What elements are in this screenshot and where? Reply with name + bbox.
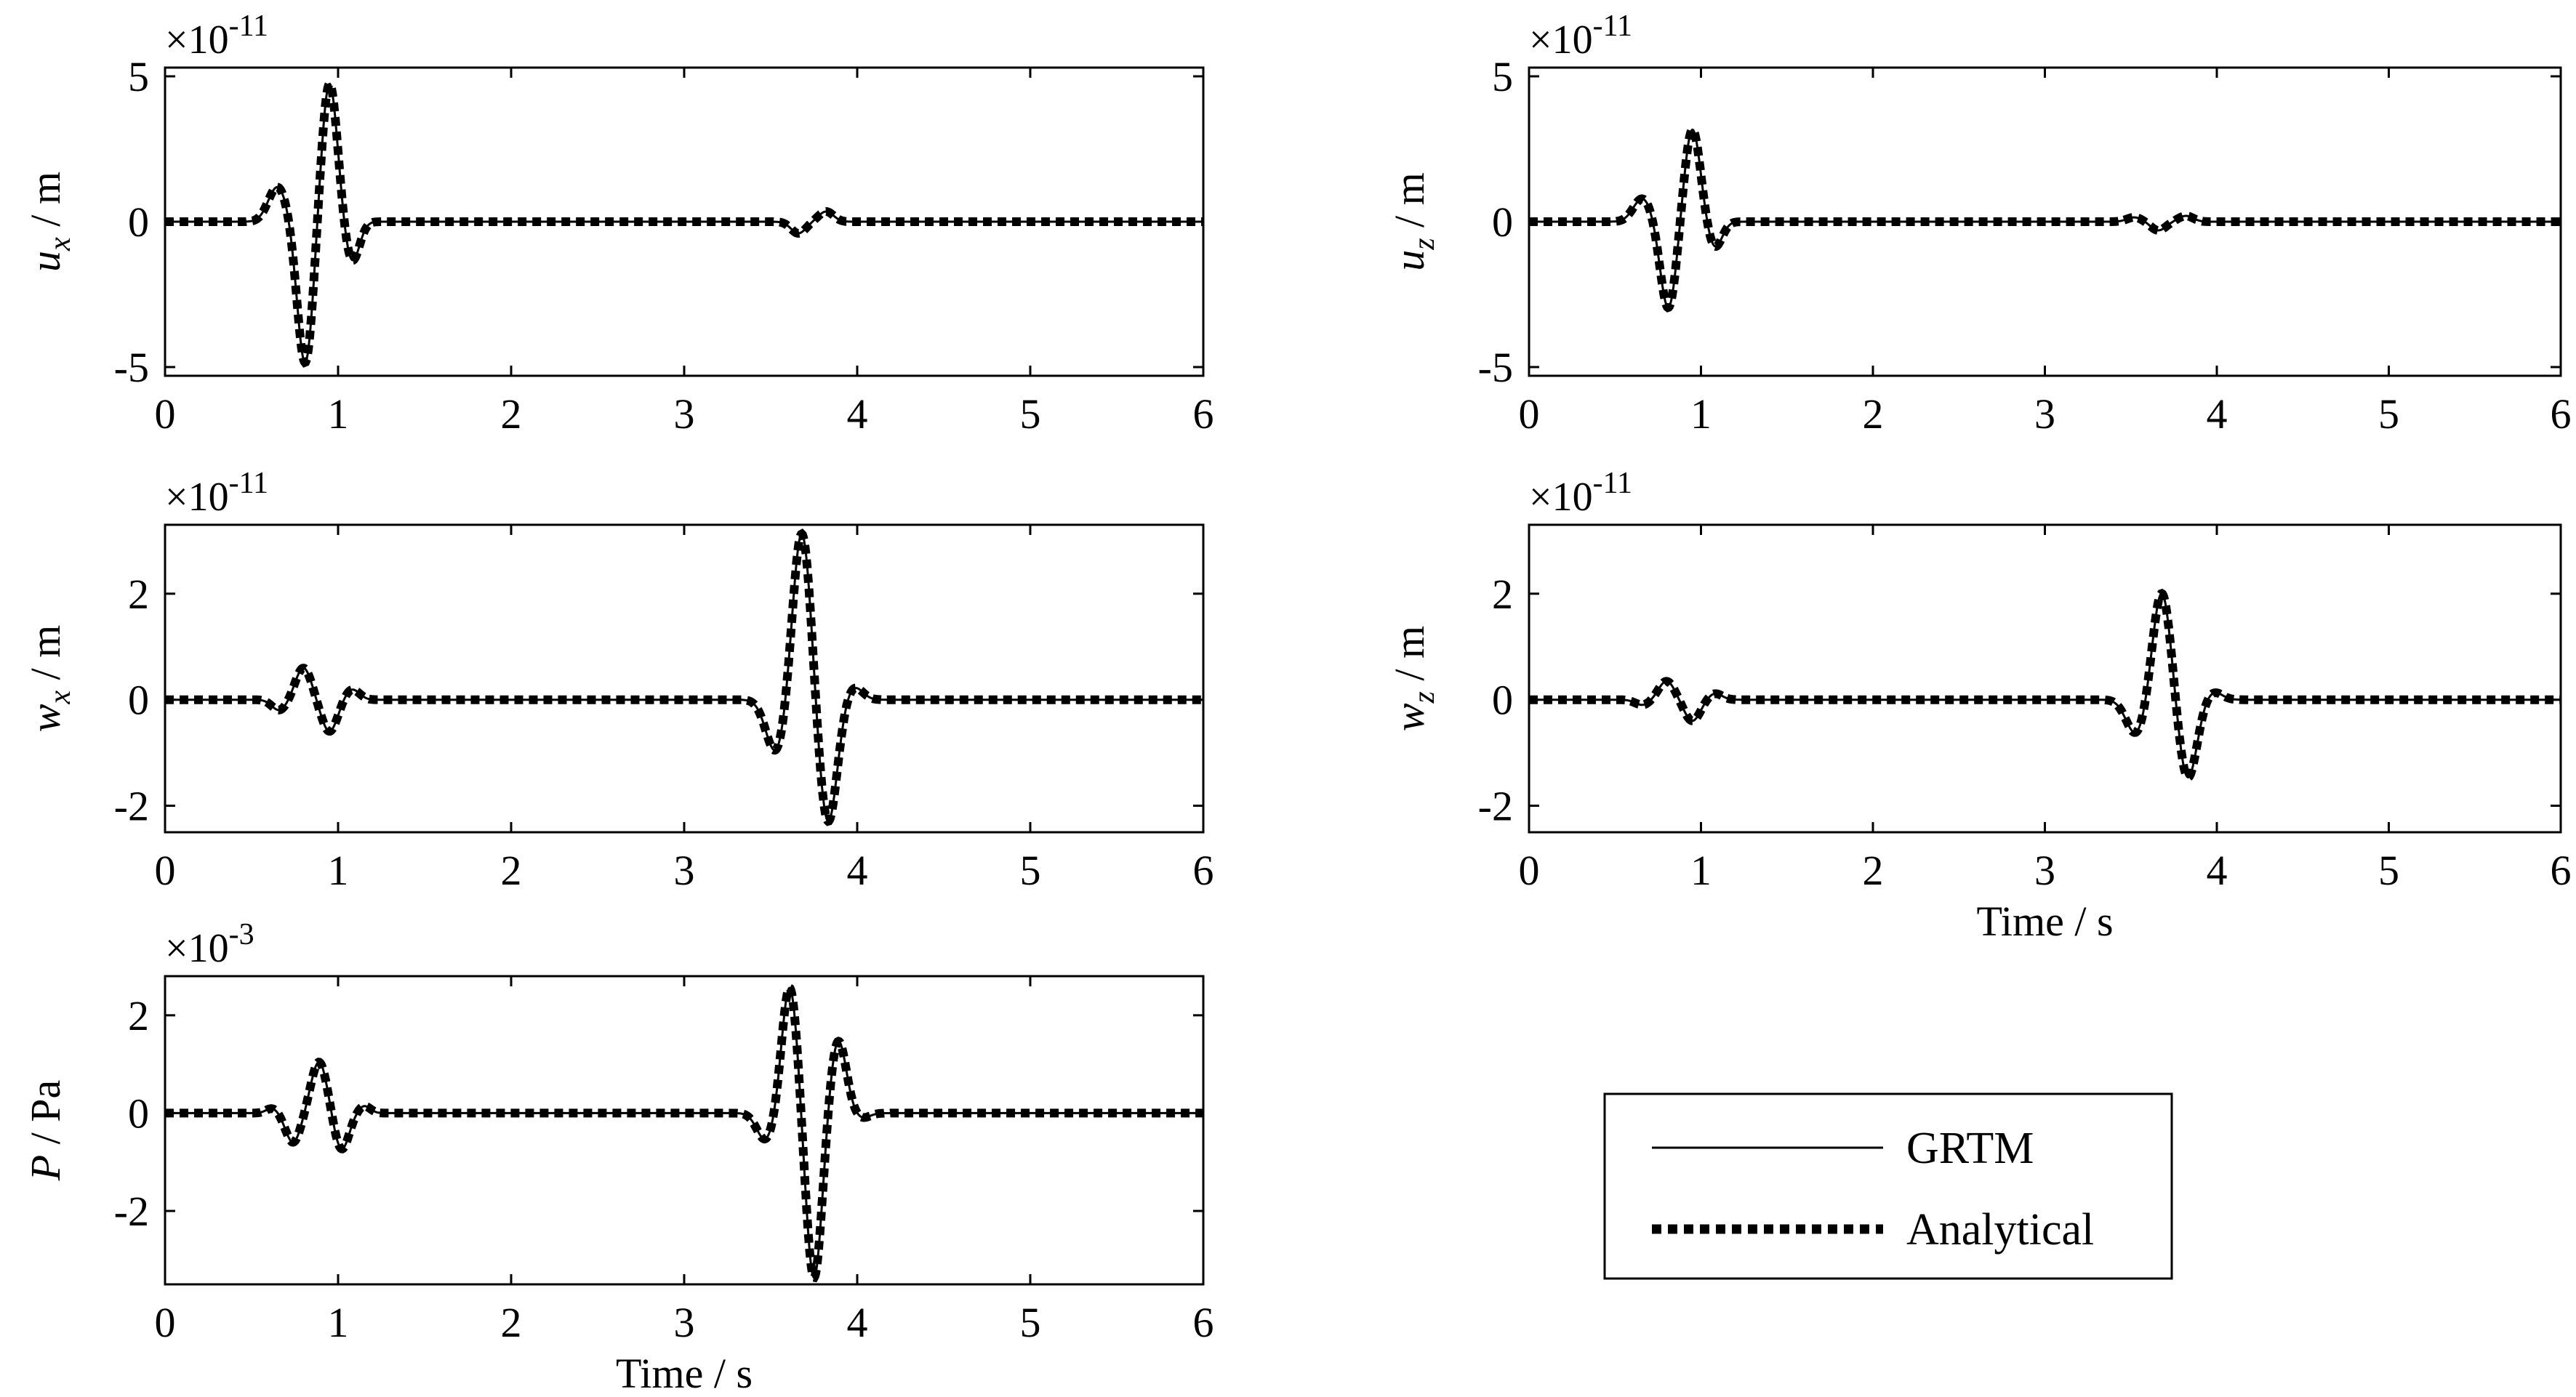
ux-grtm-series [165,82,1203,364]
wx-ytick-label: -2 [114,783,149,830]
wz-axes-frame [1528,523,2562,834]
pressure-axes-frame [164,975,1205,1286]
pressure-analytical-series [165,982,1203,1283]
pressure-xlabel: Time / s [616,1350,753,1397]
pressure-ytick-label: 2 [128,992,149,1039]
pressure-xtick-label: 3 [674,1299,695,1346]
uz-xtick-label: 1 [1690,390,1712,438]
pressure-xtick-label: 2 [501,1299,522,1346]
uz-analytical-series [1529,124,2561,313]
legend-label-grtm: GRTM [1906,1124,2034,1173]
wz-xtick-label: 4 [2207,847,2228,894]
pressure-xtick-label: 0 [155,1299,176,1346]
wz-xtick-label: 5 [2378,847,2399,894]
legend-box [1603,1092,2173,1280]
wz-xtick-label: 3 [2034,847,2055,894]
ux-ytick-label: 0 [128,198,149,246]
wx-ytick-label: 2 [128,571,149,618]
uz-xtick-label: 2 [1863,390,1884,438]
pressure-xtick-label: 5 [1020,1299,1041,1346]
ux-xtick-label: 6 [1193,390,1214,438]
wz-analytical-series [1529,589,2561,782]
uz-ylabel: uz / m [1386,172,1441,271]
uz-xtick-label: 5 [2378,390,2399,438]
wx-xtick-label: 5 [1020,847,1041,894]
wz-xtick-label: 2 [1863,847,1884,894]
uz-ytick-label: 5 [1492,53,1513,100]
wx-xtick-label: 4 [847,847,868,894]
wx-analytical-series [165,528,1203,826]
ux-xtick-label: 3 [674,390,695,438]
pressure-subplot: 0 1 2 3 4 5 6 2 0 -2 ×10-3 P / Pa Time / s [22,918,1214,1397]
wx-ylabel: wx / m [22,625,77,733]
pressure-xtick-label: 4 [847,1299,868,1346]
wz-xlabel: Time / s [1976,898,2113,945]
ux-xtick-label: 2 [501,390,522,438]
wx-xtick-label: 0 [155,847,176,894]
pressure-ytick-label: -2 [114,1188,149,1235]
wz-xtick-label: 0 [1519,847,1540,894]
pressure-xtick-label: 6 [1193,1299,1214,1346]
pressure-ylabel: P / Pa [22,1080,69,1182]
wx-ytick-label: 0 [128,677,149,724]
wx-grtm-series [165,532,1203,823]
ux-xtick-label: 5 [1020,390,1041,438]
pressure-scale-exponent: ×10-3 [165,918,254,971]
ux-ylabel: ux / m [22,172,77,272]
wx-xtick-label: 2 [501,847,522,894]
wx-xtick-label: 6 [1193,847,1214,894]
uz-xtick-label: 3 [2034,390,2055,438]
wx-xtick-label: 1 [328,847,349,894]
wx-xtick-label: 3 [674,847,695,894]
wz-xtick-label: 1 [1690,847,1712,894]
wz-scale-exponent: ×10-11 [1529,467,1632,520]
ux-scale-exponent: ×10-11 [165,9,268,63]
legend-label-analytical: Analytical [1906,1205,2094,1255]
wx-scale-exponent: ×10-11 [165,467,268,520]
uz-scale-exponent: ×10-11 [1529,9,1632,63]
pressure-grtm-series [165,986,1203,1279]
wz-ytick-label: -2 [1478,783,1513,830]
uz-ytick-label: 0 [1492,198,1513,246]
ux-ytick-label: -5 [114,344,149,391]
uz-grtm-series [1529,128,2561,309]
ux-analytical-series [165,78,1203,368]
legend: GRTM Analytical [1603,1092,2173,1280]
wz-ylabel: wz / m [1386,626,1441,731]
ux-xtick-label: 1 [328,390,349,438]
uz-xtick-label: 0 [1519,390,1540,438]
uz-xtick-label: 4 [2207,390,2228,438]
ux-ytick-label: 5 [128,53,149,100]
uz-xtick-label: 6 [2551,390,2572,438]
ux-xtick-label: 0 [155,390,176,438]
wz-ytick-label: 2 [1492,571,1513,618]
wz-grtm-series [1529,592,2561,778]
pressure-ytick-label: 0 [128,1090,149,1137]
wx-axes-frame [164,523,1205,834]
uz-ytick-label: -5 [1478,344,1513,391]
wz-xtick-label: 6 [2551,847,2572,894]
pressure-xtick-label: 1 [328,1299,349,1346]
ux-xtick-label: 4 [847,390,868,438]
wz-ytick-label: 0 [1492,677,1513,724]
